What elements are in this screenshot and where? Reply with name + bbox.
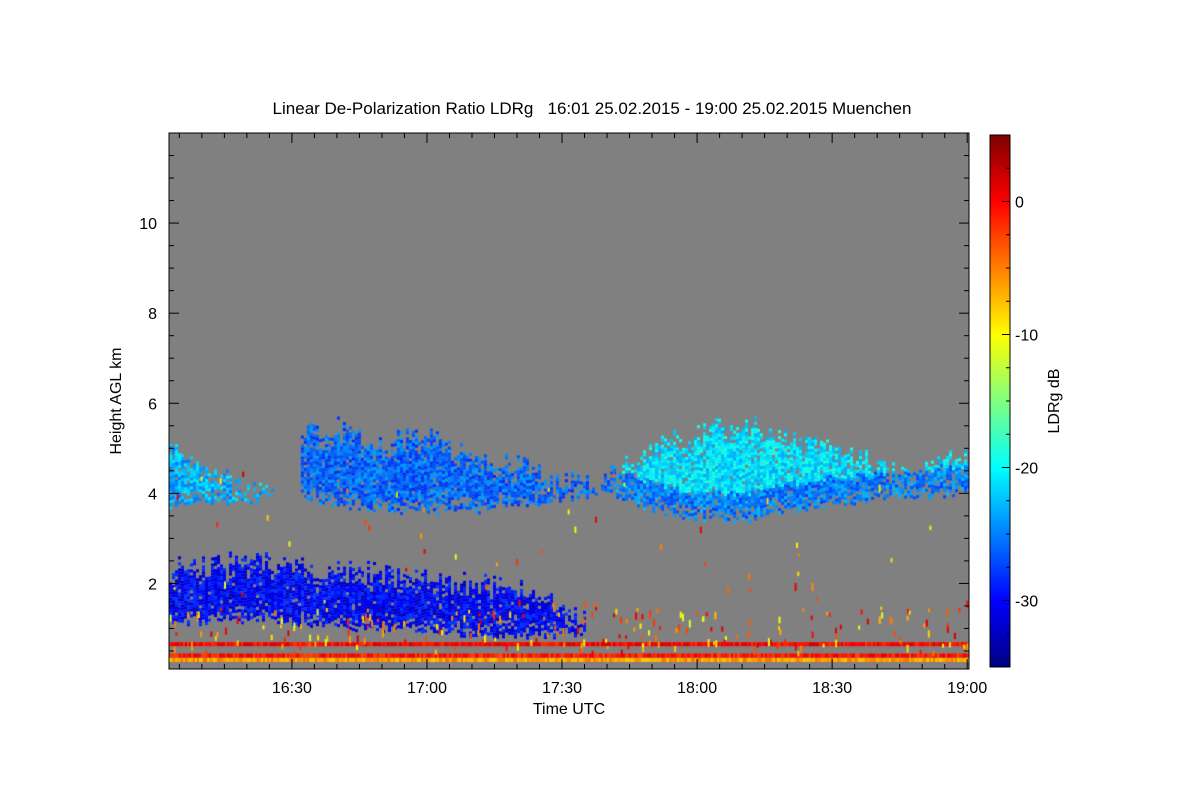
y-tick-label: 8 xyxy=(148,306,157,323)
y-tick-label: 2 xyxy=(148,576,157,593)
y-tick-label: 10 xyxy=(139,216,157,233)
x-tick-label: 17:30 xyxy=(542,680,582,697)
chart-title: Linear De-Polarization Ratio LDRg 16:01 … xyxy=(272,99,912,118)
y-axis-label: Height AGL km xyxy=(108,347,125,454)
y-tick-label: 4 xyxy=(148,486,157,503)
colorbar-tick-label: -20 xyxy=(1015,461,1038,478)
x-tick-label: 19:00 xyxy=(947,680,987,697)
colorbar-tick-label: -10 xyxy=(1015,328,1038,345)
colorbar-label: LDRg dB xyxy=(1046,369,1063,434)
x-tick-label: 18:30 xyxy=(812,680,852,697)
plot-frame xyxy=(168,132,970,670)
colorbar-tick-label: 0 xyxy=(1015,195,1024,212)
colorbar-tick-label: -30 xyxy=(1015,594,1038,611)
x-tick-label: 16:30 xyxy=(272,680,312,697)
heatmap-plot-area xyxy=(169,133,969,669)
x-tick-label: 17:00 xyxy=(407,680,447,697)
x-axis-label: Time UTC xyxy=(533,701,605,718)
y-tick-label: 6 xyxy=(148,396,157,413)
x-tick-label: 18:00 xyxy=(677,680,717,697)
colorbar xyxy=(990,135,1010,667)
